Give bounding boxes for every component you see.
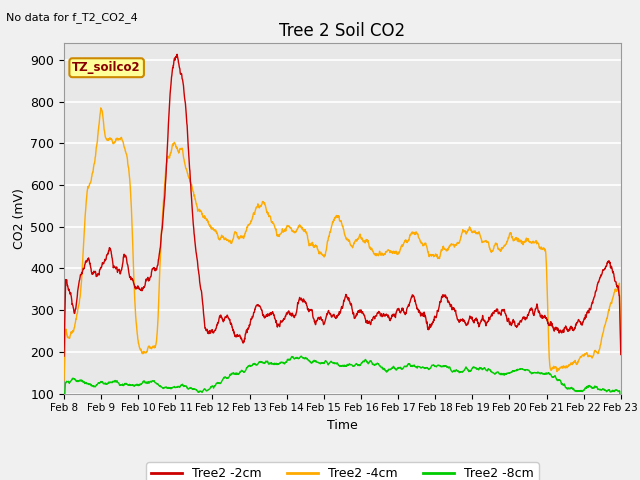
Title: Tree 2 Soil CO2: Tree 2 Soil CO2 bbox=[279, 22, 406, 40]
Text: No data for f_T2_CO2_4: No data for f_T2_CO2_4 bbox=[6, 12, 138, 23]
Legend: Tree2 -2cm, Tree2 -4cm, Tree2 -8cm: Tree2 -2cm, Tree2 -4cm, Tree2 -8cm bbox=[146, 462, 539, 480]
X-axis label: Time: Time bbox=[327, 419, 358, 432]
Y-axis label: CO2 (mV): CO2 (mV) bbox=[13, 188, 26, 249]
Text: TZ_soilco2: TZ_soilco2 bbox=[72, 61, 141, 74]
